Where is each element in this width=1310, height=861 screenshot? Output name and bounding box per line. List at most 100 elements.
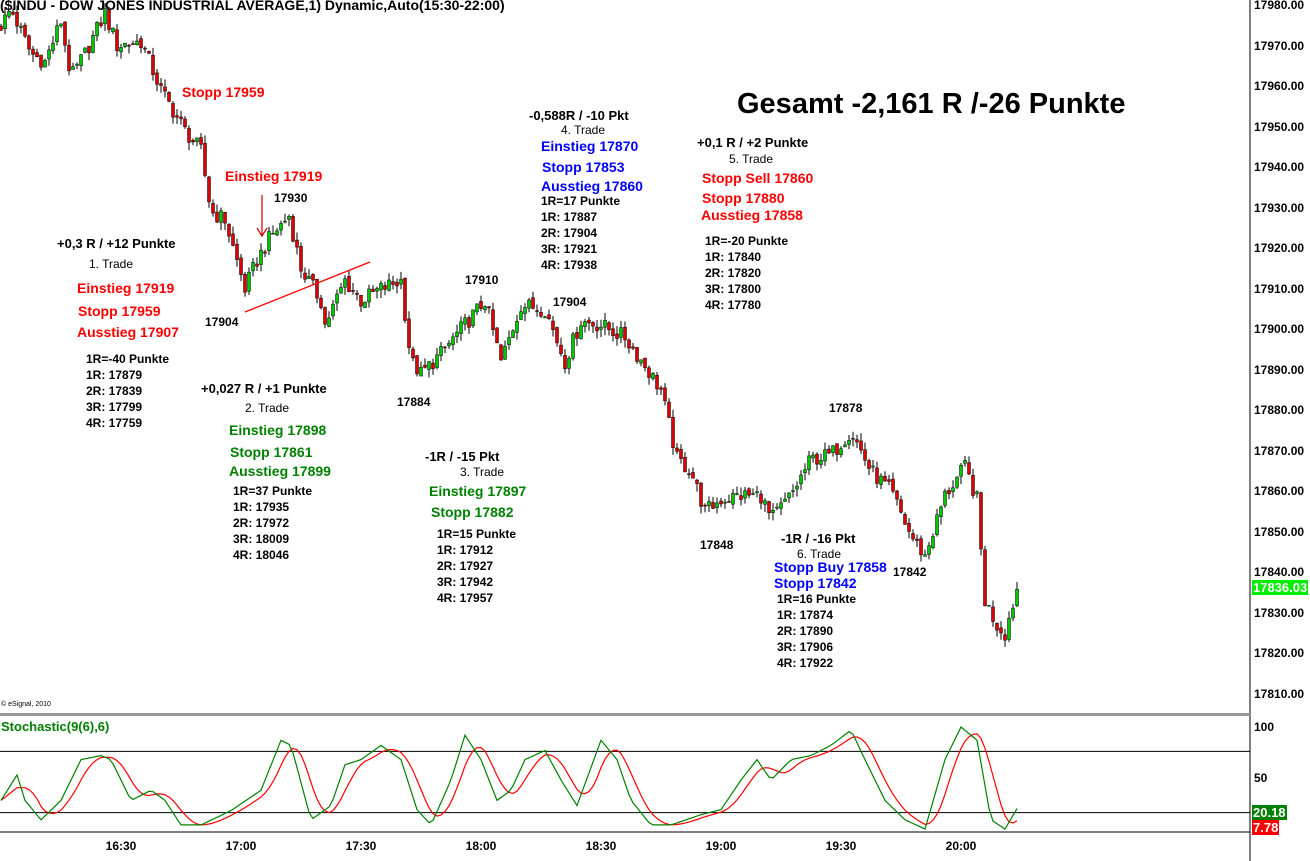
candle-body: [987, 605, 991, 607]
price-tick: 17930.00: [1254, 200, 1305, 215]
candle-body: [307, 275, 311, 279]
risk: 1R=16 Punkte: [777, 592, 857, 606]
candle: [655, 372, 659, 396]
candle-body: [611, 328, 615, 336]
candle-body: [703, 504, 707, 507]
candle: [895, 489, 899, 506]
candle: [743, 486, 747, 504]
candle: [179, 110, 183, 125]
candle-body: [15, 11, 19, 27]
candle-body: [959, 464, 963, 477]
candle-body: [631, 346, 635, 349]
candle-body: [227, 223, 231, 237]
candle-body: [699, 482, 703, 507]
candle: [31, 46, 35, 63]
candle: [431, 358, 435, 375]
candle: [615, 325, 619, 346]
trade-label: 1. Trade: [89, 257, 134, 271]
candle-body: [255, 263, 259, 267]
candle: [715, 497, 719, 514]
candle-body: [499, 344, 503, 361]
copyright: © eSignal, 2010: [1, 701, 51, 708]
candle: [583, 318, 587, 333]
candle: [571, 331, 575, 361]
price-tick: 17870.00: [1254, 443, 1305, 458]
candle: [915, 534, 919, 548]
candle: [703, 503, 707, 513]
candle-body: [711, 502, 715, 509]
candle: [699, 482, 703, 514]
price-tick: 17820.00: [1254, 646, 1305, 661]
candle-body: [7, 11, 11, 17]
candle: [795, 481, 799, 497]
trendline: [244, 261, 371, 313]
candle-body: [239, 257, 243, 275]
candle: [491, 302, 495, 336]
candle-body: [723, 501, 727, 504]
candle: [75, 62, 79, 70]
candle-body: [907, 522, 911, 532]
price-panel: [0, 3, 1019, 647]
candle: [143, 46, 147, 54]
candle: [995, 622, 999, 637]
candle-body: [11, 11, 15, 15]
risk: 1R=17 Punkte: [541, 194, 621, 208]
candle-body: [47, 49, 51, 60]
target: 4R: 17759: [86, 416, 143, 430]
candle-body: [183, 118, 187, 128]
candle-body: [271, 233, 275, 235]
candle-body: [439, 346, 443, 356]
price-tick: 17890.00: [1254, 362, 1305, 377]
price-tick: 17970.00: [1254, 38, 1305, 53]
candle-body: [19, 25, 23, 28]
candle: [3, 6, 7, 35]
candle-body: [267, 231, 271, 252]
candle-body: [531, 297, 535, 309]
candle: [367, 284, 371, 308]
candle-body: [171, 103, 175, 118]
candle: [695, 478, 699, 492]
candle: [891, 472, 895, 494]
candle: [543, 315, 547, 319]
candle-body: [119, 47, 123, 53]
candle-body: [655, 374, 659, 390]
candle-body: [567, 357, 571, 369]
target: 1R: 17840: [705, 250, 762, 264]
candle: [103, 3, 107, 32]
candle: [347, 270, 351, 293]
candle: [323, 306, 327, 329]
candle: [567, 355, 571, 375]
candle: [163, 79, 167, 98]
candle: [239, 254, 243, 282]
candle: [51, 36, 55, 54]
target: 2R: 17890: [777, 624, 834, 638]
candle: [59, 23, 63, 28]
candle-body: [575, 332, 579, 339]
candle: [739, 487, 743, 506]
candle: [935, 508, 939, 537]
candle: [459, 316, 463, 341]
candle-body: [3, 14, 7, 29]
candle-body: [207, 176, 211, 203]
candle: [419, 361, 423, 377]
candle: [359, 294, 363, 312]
target: 4R: 17922: [777, 656, 834, 670]
candle-body: [35, 52, 39, 58]
candle-body: [131, 43, 135, 45]
candle-body: [587, 319, 591, 324]
candle: [435, 347, 439, 370]
price-tick: 17940.00: [1254, 160, 1305, 175]
candle-body: [623, 326, 627, 341]
level-label: 17904: [205, 315, 239, 329]
candle-body: [911, 533, 915, 540]
candle-body: [279, 222, 283, 231]
candle: [303, 267, 307, 283]
candle: [155, 69, 159, 92]
candle-body: [87, 45, 91, 54]
candle: [595, 320, 599, 339]
candle-body: [191, 139, 195, 143]
candle-body: [407, 318, 411, 349]
candle: [63, 21, 67, 53]
candle-body: [855, 439, 859, 443]
candle-body: [859, 440, 863, 451]
